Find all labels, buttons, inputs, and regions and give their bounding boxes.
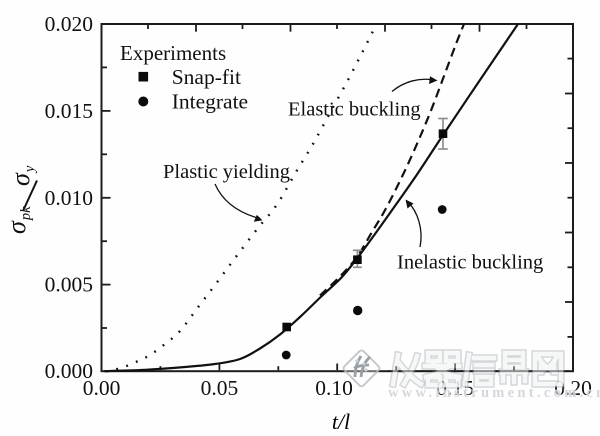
svg-text:0.05: 0.05 — [201, 376, 239, 400]
svg-text:Inelastic buckling: Inelastic buckling — [397, 252, 543, 274]
svg-text:0.00: 0.00 — [83, 376, 121, 400]
svg-text:0.015: 0.015 — [45, 99, 93, 123]
svg-text:Integrate: Integrate — [172, 90, 248, 114]
svg-text:σy: σy — [6, 165, 38, 186]
svg-text:t/l: t/l — [332, 409, 350, 434]
svg-text:σpk: σpk — [2, 206, 34, 234]
svg-text:Snap-fit: Snap-fit — [172, 65, 241, 89]
svg-text:www.instrument.com.cn: www.instrument.com.cn — [388, 385, 600, 401]
svg-text:0.005: 0.005 — [45, 273, 93, 297]
svg-text:Plastic yielding: Plastic yielding — [163, 161, 290, 183]
svg-text:www.instrument.com.cn: www.instrument.com.cn — [388, 385, 600, 401]
svg-text:Elastic buckling: Elastic buckling — [288, 99, 421, 121]
svg-text:0.020: 0.020 — [45, 12, 93, 36]
svg-text:0.10: 0.10 — [315, 376, 353, 400]
svg-text:Experiments: Experiments — [120, 41, 226, 65]
svg-text:0.000: 0.000 — [45, 359, 93, 383]
svg-text:0.010: 0.010 — [45, 186, 93, 210]
